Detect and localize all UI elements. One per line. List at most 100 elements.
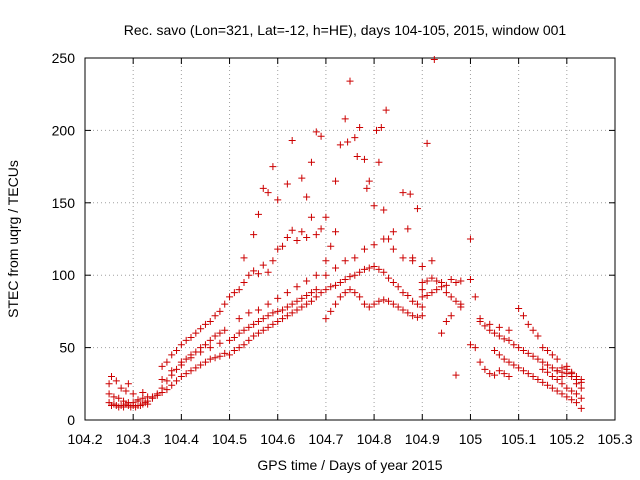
data-point: [187, 354, 195, 362]
data-point: [187, 333, 195, 341]
data-point: [568, 368, 576, 376]
data-point: [298, 174, 306, 182]
data-point: [312, 128, 320, 136]
data-point: [197, 361, 205, 369]
data-point: [351, 271, 359, 279]
data-point: [187, 367, 195, 375]
axis-ticks: 0 50 100 150 200 250 104.2 104.3 104.4 104.5 104.6…: [52, 50, 633, 447]
y-tick-label: 150: [52, 195, 76, 211]
data-point: [240, 326, 248, 334]
data-point: [413, 205, 421, 213]
x-tick-label: 105.1: [501, 431, 536, 447]
data-point: [360, 300, 368, 308]
data-point: [221, 349, 229, 357]
data-point: [413, 300, 421, 308]
y-tick-label: 200: [52, 122, 76, 138]
data-point: [495, 367, 503, 375]
data-point: [563, 362, 571, 370]
data-point: [177, 341, 185, 349]
data-point: [254, 318, 262, 326]
data-point: [438, 329, 446, 337]
data-point: [336, 278, 344, 286]
data-point: [163, 386, 171, 394]
data-point: [423, 277, 431, 285]
x-axis-label: GPS time / Days of year 2015: [257, 457, 442, 473]
data-point: [274, 196, 282, 204]
data-point: [418, 293, 426, 301]
data-point: [471, 344, 479, 352]
data-point: [211, 354, 219, 362]
data-point: [254, 306, 262, 314]
data-point: [438, 283, 446, 291]
data-point: [394, 303, 402, 311]
data-point: [312, 231, 320, 239]
data-point: [351, 134, 359, 142]
data-point: [327, 242, 335, 250]
data-point: [192, 329, 200, 337]
data-point: [216, 352, 224, 360]
data-point: [322, 315, 330, 323]
data-point: [317, 289, 325, 297]
data-point: [548, 364, 556, 372]
data-point: [399, 306, 407, 314]
data-point: [230, 333, 238, 341]
data-point: [250, 332, 258, 340]
y-tick-label: 250: [52, 50, 76, 66]
data-point: [168, 351, 176, 359]
data-point: [216, 329, 224, 337]
data-point: [363, 184, 371, 192]
data-point: [409, 297, 417, 305]
data-point: [572, 390, 580, 398]
data-point: [399, 254, 407, 262]
data-point: [524, 320, 532, 328]
data-point: [226, 293, 234, 301]
x-tick-label: 104.3: [116, 431, 151, 447]
data-point: [399, 189, 407, 197]
data-point: [288, 137, 296, 145]
data-point: [105, 380, 113, 388]
data-point: [568, 396, 576, 404]
data-point: [428, 274, 436, 282]
data-point: [336, 141, 344, 149]
data-point: [288, 309, 296, 317]
data-point: [250, 267, 258, 275]
data-point: [250, 320, 258, 328]
data-point: [108, 373, 115, 381]
data-point: [163, 377, 171, 385]
data-point: [269, 309, 277, 317]
data-point: [158, 375, 166, 383]
data-point: [264, 300, 272, 308]
data-point: [418, 278, 426, 286]
y-tick-label: 50: [59, 340, 75, 356]
data-point: [409, 254, 417, 262]
data-point: [117, 384, 125, 392]
data-point: [344, 138, 352, 146]
data-point: [360, 245, 368, 253]
data-point: [129, 399, 137, 407]
data-point: [356, 293, 364, 301]
data-point: [254, 270, 262, 278]
data-point: [182, 336, 190, 344]
data-point: [351, 254, 359, 262]
data-point: [404, 309, 412, 317]
data-point: [173, 365, 181, 373]
data-point: [491, 329, 499, 337]
data-point: [158, 388, 166, 396]
data-point: [491, 371, 499, 379]
x-tick-label: 105.2: [549, 431, 584, 447]
data-point: [529, 373, 537, 381]
data-point: [534, 375, 542, 383]
y-axis-label: STEC from uqrg / TECUs: [5, 160, 21, 318]
data-point: [433, 277, 441, 285]
data-point: [447, 312, 455, 320]
data-point: [433, 286, 441, 294]
data-point: [495, 332, 503, 340]
data-point: [505, 326, 513, 334]
data-point: [519, 367, 527, 375]
data-point: [283, 289, 291, 297]
data-point: [418, 286, 426, 294]
data-point: [495, 323, 503, 331]
data-point: [495, 351, 503, 359]
data-point: [283, 303, 291, 311]
data-point: [312, 293, 320, 301]
